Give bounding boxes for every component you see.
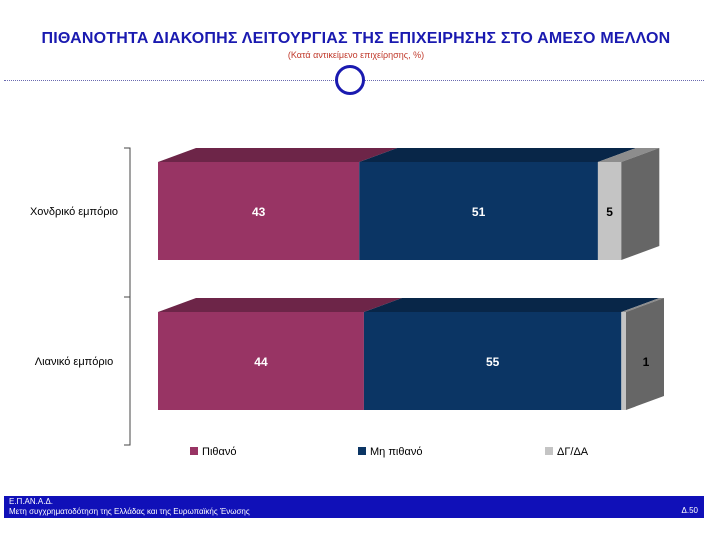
legend-swatch: [190, 447, 198, 455]
bar-side-1: [626, 298, 664, 410]
bar-1-1: [363, 312, 622, 410]
ring-ornament: [335, 65, 365, 95]
legend-swatch: [545, 447, 553, 455]
bar-1-2: [621, 312, 626, 410]
bar-top-0-1: [359, 148, 636, 162]
bar-top-0-0: [158, 148, 398, 162]
data-label: 55: [486, 355, 500, 369]
category-label: Λιανικό εμπόριο: [35, 356, 113, 368]
footer-caption: Μετη συγχρηματοδότηση της Ελλάδας και τη…: [9, 507, 250, 516]
legend-label: ΔΓ/ΔΑ: [557, 446, 589, 458]
bar-top-1-0: [158, 298, 402, 312]
bar-top-0-2: [597, 148, 660, 162]
bar-top-1-2: [621, 298, 664, 312]
page-number: Δ.50: [681, 506, 698, 515]
bar-side-0: [621, 148, 660, 260]
category-label: Χονδρικό εμπόριο: [30, 206, 118, 218]
legend-label: Μη πιθανό: [370, 446, 422, 458]
bar-0-0: [158, 162, 360, 260]
legend-label: Πιθανό: [202, 446, 236, 458]
data-label: 5: [606, 205, 613, 219]
legend-swatch: [358, 447, 366, 455]
bar-0-1: [359, 162, 598, 260]
bar-1-0: [158, 312, 364, 410]
bar-0-2: [597, 162, 622, 260]
footer-bar: Ε.Π.ΑΝ.Α.Δ. Μετη συγχρηματοδότηση της Ελ…: [4, 496, 704, 518]
bar-top-1-1: [363, 298, 660, 312]
data-label: 51: [472, 205, 486, 219]
footer-org: Ε.Π.ΑΝ.Α.Δ.: [9, 497, 54, 506]
data-label: 43: [252, 205, 266, 219]
data-label: 1: [643, 355, 650, 369]
chart-title: ΠΙΘΑΝΟΤΗΤΑ ΔΙΑΚΟΠΗΣ ΛΕΙΤΟΥΡΓΙΑΣ ΤΗΣ ΕΠΙΧ…: [41, 30, 671, 47]
chart-subtitle: (Κατά αντικείμενο επιχείρησης, %): [287, 50, 425, 60]
data-label: 44: [254, 355, 268, 369]
